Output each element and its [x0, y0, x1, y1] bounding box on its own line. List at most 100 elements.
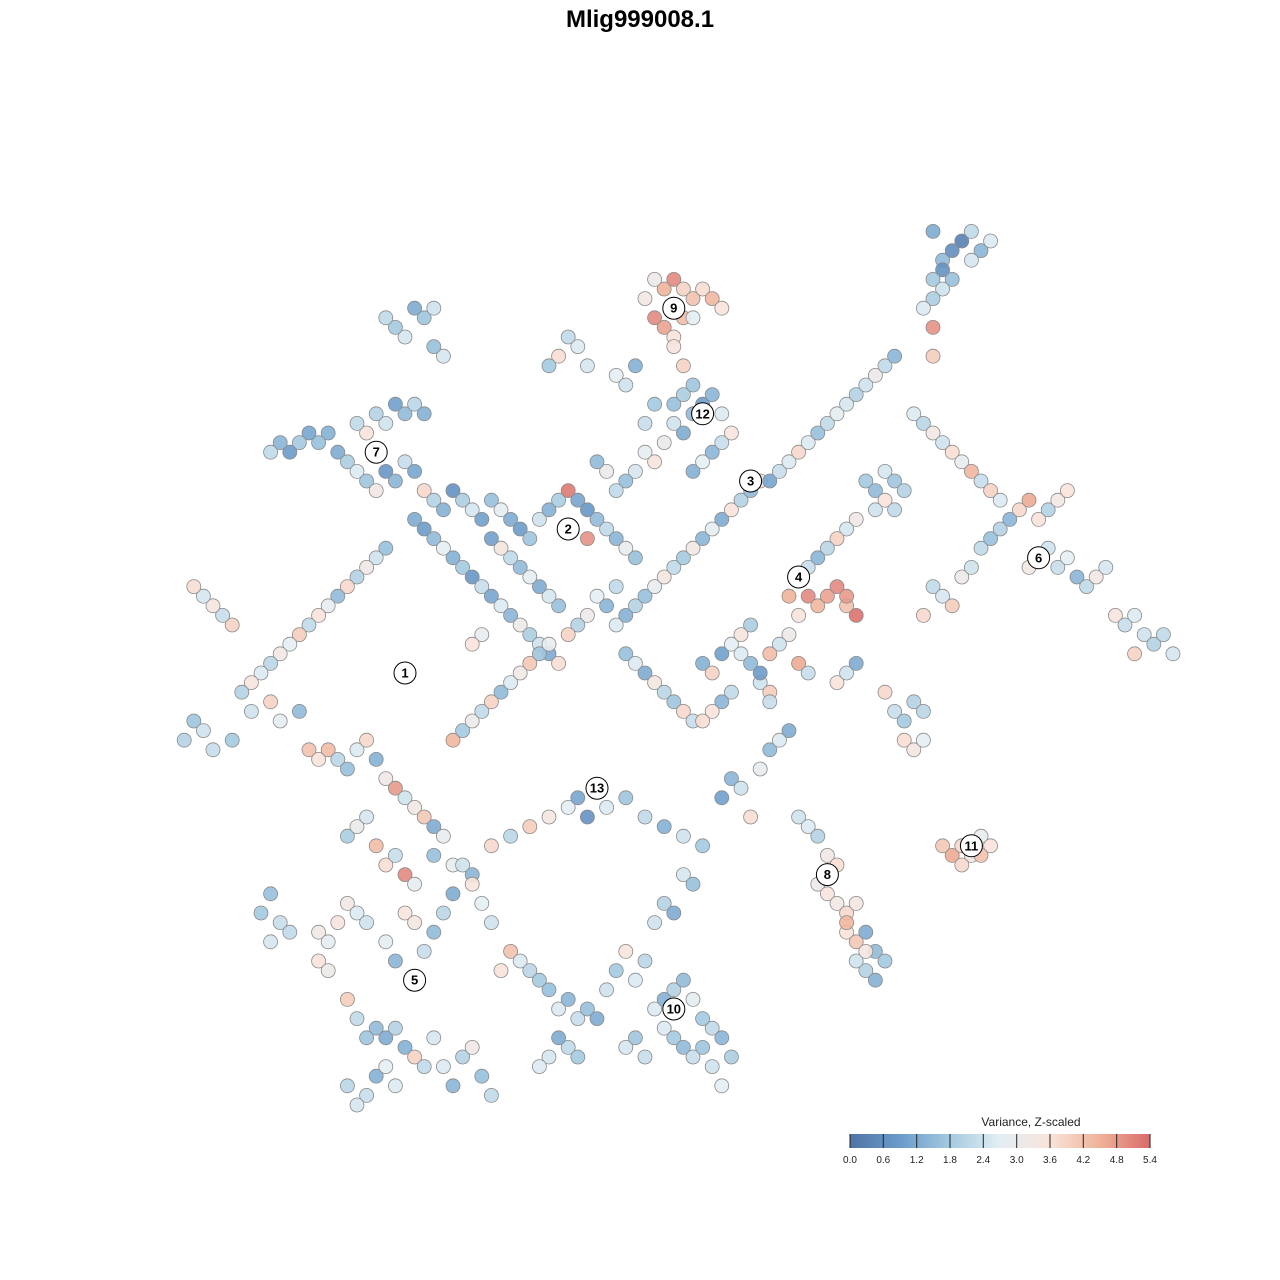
- cell-point: [714, 694, 730, 710]
- cell-point: [291, 435, 307, 451]
- cell-point: [541, 588, 557, 604]
- cell-point: [551, 598, 566, 614]
- cell-point: [407, 876, 423, 892]
- cell-point: [781, 723, 797, 738]
- cell-point: [666, 396, 682, 412]
- cell-point: [483, 531, 499, 546]
- cell-point: [714, 300, 730, 316]
- cell-point: [714, 1030, 730, 1046]
- cell-point: [1060, 483, 1075, 499]
- cell-point: [666, 982, 682, 998]
- cell-point: [704, 704, 720, 719]
- cell-point: [618, 377, 634, 393]
- cell-point: [983, 531, 998, 546]
- cell-point: [973, 540, 989, 556]
- cell-point: [983, 233, 998, 249]
- cell-point: [618, 473, 634, 489]
- cell-point: [896, 732, 912, 748]
- cell-point: [1050, 492, 1066, 508]
- cell-point: [387, 1078, 403, 1094]
- cell-point: [848, 656, 864, 671]
- cell-point: [387, 1020, 403, 1036]
- cell-point: [493, 684, 509, 700]
- cell-point: [512, 953, 528, 969]
- cluster-label-8: 8: [815, 863, 839, 887]
- cell-point: [387, 848, 403, 863]
- cell-point: [339, 1078, 355, 1094]
- cell-point: [301, 425, 317, 441]
- cell-point: [311, 953, 327, 969]
- cell-point: [541, 982, 557, 998]
- cell-point: [676, 550, 691, 566]
- cell-point: [925, 271, 941, 287]
- cluster-label-circle: [403, 968, 427, 992]
- cell-point: [464, 569, 480, 585]
- cell-point: [205, 598, 221, 614]
- cell-point: [877, 463, 893, 479]
- cell-point: [186, 713, 202, 729]
- cell-point: [791, 608, 806, 623]
- cell-point: [666, 560, 682, 575]
- cell-point: [378, 934, 394, 950]
- cell-point: [464, 876, 480, 892]
- cell-point: [445, 550, 461, 566]
- cell-point: [704, 387, 720, 403]
- legend-colorbar: [850, 1134, 1150, 1148]
- cell-point: [234, 684, 250, 700]
- cell-point: [224, 732, 240, 748]
- cluster-label-12: 12: [691, 402, 715, 426]
- cell-point: [1146, 636, 1162, 652]
- cell-point: [628, 656, 643, 671]
- cell-point: [599, 521, 614, 537]
- cell-point: [676, 281, 691, 297]
- cell-point: [647, 454, 662, 470]
- cell-point: [407, 1049, 423, 1065]
- cell-point: [474, 704, 490, 719]
- cell-point: [647, 579, 662, 594]
- cell-point: [1069, 569, 1085, 585]
- cell-point: [349, 569, 365, 585]
- legend-tick-label: 3.0: [1010, 1155, 1024, 1166]
- cell-point: [810, 425, 826, 441]
- cell-point: [647, 915, 662, 930]
- cell-point: [195, 588, 211, 604]
- cell-point: [522, 531, 538, 546]
- cell-point: [599, 598, 614, 614]
- cluster-label-circle: [959, 834, 983, 858]
- cell-point: [925, 348, 941, 364]
- cell-point: [378, 415, 394, 431]
- cell-point: [330, 444, 346, 460]
- cell-point: [1136, 627, 1152, 642]
- cluster-label-1: 1: [393, 661, 417, 685]
- cell-point: [858, 377, 874, 393]
- cell-point: [339, 454, 355, 470]
- cell-point: [992, 492, 1008, 508]
- cell-point: [435, 502, 451, 518]
- cell-point: [445, 483, 461, 499]
- cell-point: [551, 656, 566, 671]
- cell-point: [387, 473, 403, 489]
- cell-point: [282, 924, 298, 940]
- cell-point: [551, 1030, 566, 1046]
- cell-point: [868, 483, 883, 499]
- cell-point: [599, 982, 614, 998]
- legend-tick-label: 4.2: [1076, 1155, 1090, 1166]
- cell-point: [800, 588, 816, 604]
- cell-point: [330, 915, 346, 930]
- cell-point: [195, 723, 211, 738]
- cell-point: [724, 684, 739, 700]
- cell-point: [224, 617, 240, 633]
- cell-point: [272, 915, 288, 930]
- cell-point: [695, 656, 710, 671]
- cell-point: [772, 636, 787, 652]
- cell-point: [608, 531, 624, 546]
- cell-point: [647, 271, 662, 287]
- cell-point: [263, 934, 279, 950]
- cluster-label-circle: [815, 863, 839, 887]
- cell-point: [1088, 569, 1104, 585]
- cell-point: [320, 598, 336, 614]
- cell-point: [791, 656, 806, 671]
- cell-point: [916, 704, 931, 719]
- cell-point: [676, 972, 691, 988]
- cell-point: [695, 454, 710, 470]
